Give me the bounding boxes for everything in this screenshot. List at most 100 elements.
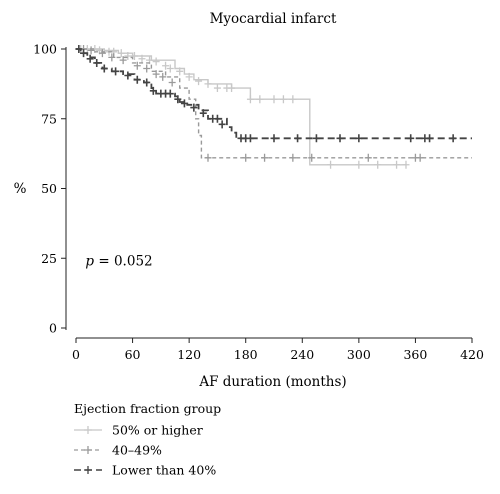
censor-mark xyxy=(138,54,146,63)
censor-mark xyxy=(159,72,167,81)
censor-mark xyxy=(108,53,116,62)
censor-mark xyxy=(270,95,278,104)
censor-mark xyxy=(355,160,363,169)
censor-mark xyxy=(204,153,212,162)
p-value-text: = 0.052 xyxy=(94,253,153,269)
legend-censor-mark xyxy=(84,466,92,474)
censor-mark xyxy=(289,153,297,162)
legend-item-1: 50% or higher xyxy=(74,423,203,438)
censor-mark xyxy=(124,51,132,60)
censor-mark xyxy=(124,71,132,80)
censor-mark xyxy=(195,77,203,86)
x-tick-label: 120 xyxy=(177,347,201,362)
censor-mark xyxy=(242,153,250,162)
censor-mark xyxy=(180,99,188,108)
x-tick-label: 360 xyxy=(403,347,427,362)
y-tick-label: 50 xyxy=(41,181,57,196)
series-line-2 xyxy=(76,48,472,159)
censor-mark xyxy=(80,49,88,58)
censor-mark xyxy=(246,95,254,104)
censor-mark xyxy=(152,70,160,79)
legend-item-2: 40–49% xyxy=(74,443,162,458)
x-tick-label: 420 xyxy=(460,347,484,362)
censor-mark xyxy=(246,134,254,143)
censor-mark xyxy=(98,49,106,58)
legend-censor-mark xyxy=(84,426,92,434)
censor-mark xyxy=(364,153,372,162)
censor-mark xyxy=(119,56,127,65)
legend-label: Lower than 40% xyxy=(112,463,216,478)
censor-mark xyxy=(407,134,415,143)
censor-mark xyxy=(402,160,410,169)
censor-mark xyxy=(199,109,207,118)
legend-label: 50% or higher xyxy=(112,423,203,438)
censor-mark xyxy=(174,95,182,104)
censor-mark xyxy=(213,114,221,123)
p-value-symbol: p xyxy=(85,253,94,269)
censor-mark xyxy=(152,57,160,66)
chart-title: Myocardial infarct xyxy=(210,11,337,27)
censor-mark xyxy=(100,64,108,73)
censor-mark xyxy=(117,49,125,58)
censor-mark xyxy=(449,134,457,143)
censor-mark xyxy=(190,103,198,112)
censor-mark xyxy=(294,134,302,143)
censor-mark xyxy=(374,160,382,169)
x-tick-label: 240 xyxy=(290,347,314,362)
censor-mark xyxy=(162,61,170,70)
censor-mark xyxy=(228,84,236,93)
x-axis-label: AF duration (months) xyxy=(198,374,346,390)
censor-mark xyxy=(166,89,174,98)
censor-mark xyxy=(218,120,226,129)
censor-mark xyxy=(133,61,141,70)
y-tick-label: 75 xyxy=(41,111,57,126)
censor-mark xyxy=(130,51,138,60)
censor-mark xyxy=(416,153,424,162)
y-tick-label: 0 xyxy=(49,321,57,336)
axes: 0 60 120 180 240 300 360 420 0 25 50 75 100 xyxy=(33,42,484,363)
x-tick-label: 60 xyxy=(125,347,141,362)
censor-mark xyxy=(289,95,297,104)
legend-censor-mark xyxy=(84,446,92,454)
censor-mark xyxy=(312,134,320,143)
censor-mark xyxy=(308,153,316,162)
legend-label: 40–49% xyxy=(112,443,162,458)
censor-mark xyxy=(270,134,278,143)
censor-mark xyxy=(75,45,83,53)
censor-mark xyxy=(166,64,174,73)
x-tick-label: 180 xyxy=(234,347,258,362)
censor-mark xyxy=(149,86,157,95)
censor-mark xyxy=(185,72,193,81)
censor-mark xyxy=(426,134,434,143)
legend-item-3: Lower than 40% xyxy=(74,463,216,478)
p-value-annotation: p = 0.052 xyxy=(85,253,152,269)
censor-mark xyxy=(327,160,335,169)
censor-mark xyxy=(176,67,184,76)
series-line-1 xyxy=(76,48,406,166)
censor-mark xyxy=(393,160,401,169)
censor-mark xyxy=(279,95,287,104)
series-layer xyxy=(75,45,472,169)
censor-mark xyxy=(112,67,120,76)
censor-mark xyxy=(87,46,95,55)
censor-mark xyxy=(261,153,269,162)
y-axis-label: % xyxy=(14,181,27,197)
legend-title: Ejection fraction group xyxy=(74,401,221,416)
censor-mark xyxy=(256,95,264,104)
censor-mark xyxy=(168,78,176,87)
x-tick-label: 300 xyxy=(347,347,371,362)
censor-mark xyxy=(204,79,212,88)
censor-mark xyxy=(86,54,94,63)
legend: 50% or higher 40–49% Lower than 40% xyxy=(74,423,216,478)
y-tick-label: 25 xyxy=(41,251,57,266)
censor-mark xyxy=(355,134,363,143)
censor-mark xyxy=(133,75,141,84)
y-tick-label: 100 xyxy=(33,42,57,57)
censor-mark xyxy=(143,64,151,73)
censor-mark xyxy=(143,78,151,87)
censor-mark xyxy=(336,134,344,143)
censor-mark xyxy=(213,84,221,93)
x-tick-label: 0 xyxy=(72,347,80,362)
censor-mark xyxy=(93,58,101,67)
